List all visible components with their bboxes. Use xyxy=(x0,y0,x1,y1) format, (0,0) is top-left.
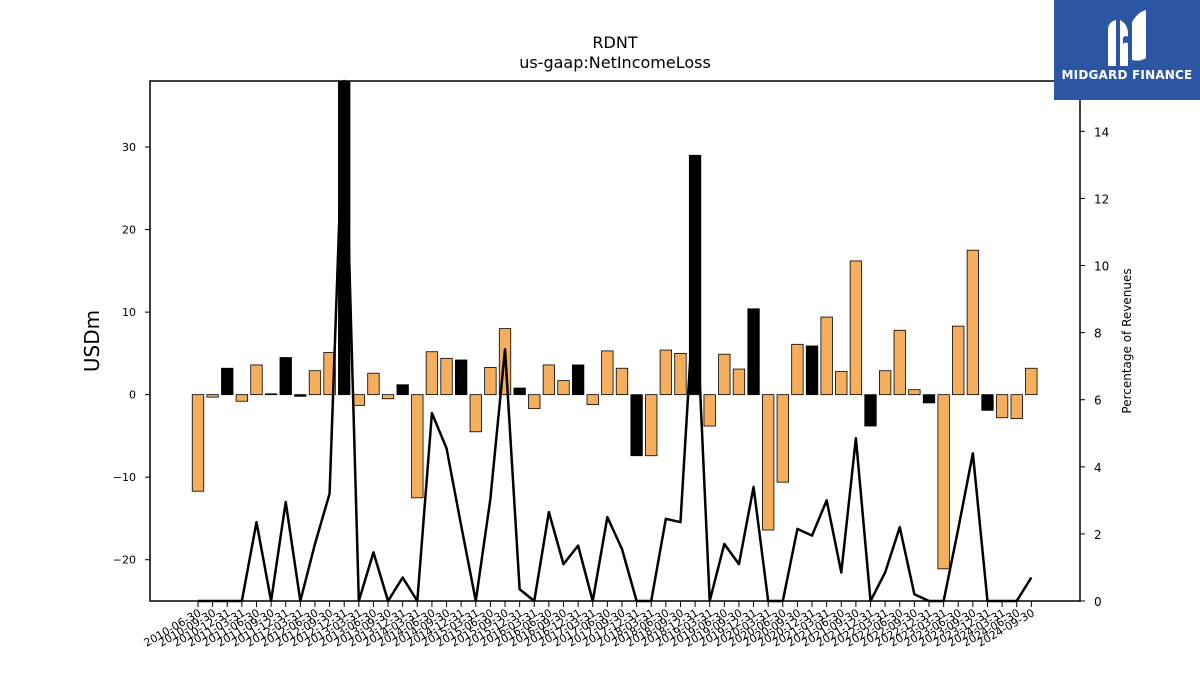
bar-2016-09-30 xyxy=(557,380,570,396)
bar-2017-06-30 xyxy=(601,350,614,396)
bar-2014-03-31 xyxy=(411,394,424,499)
bar-2023-06-30 xyxy=(952,325,965,396)
bar-2016-06-30 xyxy=(542,364,556,396)
line-series xyxy=(198,79,1033,603)
bar-2018-06-30 xyxy=(659,349,672,396)
bar-2021-09-30 xyxy=(849,260,863,396)
y2-tick-label: 2 xyxy=(1094,528,1102,542)
bar-2022-09-30 xyxy=(908,389,921,396)
y-tick-label: 30 xyxy=(122,141,136,154)
bar-2011-09-30 xyxy=(264,393,278,396)
y-tick-label: −20 xyxy=(113,554,136,567)
bar-2016-12-31 xyxy=(571,364,585,396)
bar-2020-03-31 xyxy=(762,394,775,531)
bar-2010-09-30 xyxy=(206,394,219,398)
bar-2012-09-30 xyxy=(323,352,336,396)
bar-2011-03-31 xyxy=(235,394,249,402)
x-axis-ticks: 2010-06-302010-09-302010-12-312011-03-31… xyxy=(142,601,1037,650)
y2-tick-label: 0 xyxy=(1094,595,1102,609)
bar-2012-06-30 xyxy=(308,370,322,396)
bar-2014-06-30 xyxy=(425,351,439,396)
bar-2011-12-31 xyxy=(279,357,292,396)
bar-2019-09-30 xyxy=(732,368,746,396)
bar-2015-12-31 xyxy=(513,387,526,396)
percentage-line xyxy=(198,79,1033,603)
bar-2020-12-31 xyxy=(805,345,819,396)
bar-2018-03-31 xyxy=(645,394,658,457)
bar-2012-03-31 xyxy=(294,394,307,397)
bar-2023-09-30 xyxy=(966,249,980,396)
y2-tick-label: 10 xyxy=(1094,260,1109,274)
bar-2018-09-30 xyxy=(674,352,687,396)
y2-tick-label: 14 xyxy=(1094,125,1109,139)
bar-2015-03-31 xyxy=(469,394,482,433)
bar-series xyxy=(191,80,1038,570)
bar-2013-06-30 xyxy=(367,372,380,396)
bar-2022-03-31 xyxy=(878,370,892,396)
plot-frame xyxy=(149,80,1081,602)
bar-2022-12-31 xyxy=(922,394,936,404)
bar-2024-06-30 xyxy=(1010,394,1023,419)
bar-2018-12-31 xyxy=(688,154,702,396)
bar-2021-12-31 xyxy=(864,394,877,427)
right-axis-ticks: 0 2 4 6 8 10 12 14 xyxy=(1080,125,1109,609)
logo-text: MIDGARD FINANCE xyxy=(1061,68,1193,82)
bar-2017-12-31 xyxy=(630,394,643,457)
bar-2017-03-31 xyxy=(586,394,599,405)
chart-title: RDNT xyxy=(592,33,637,52)
y2-tick-label: 12 xyxy=(1094,192,1109,206)
bar-2023-03-31 xyxy=(937,394,950,570)
bar-2010-12-31 xyxy=(221,367,234,396)
y-tick-label: 10 xyxy=(122,306,136,319)
y2-axis-label: Percentage of Revenues xyxy=(1120,268,1134,413)
bar-2014-12-31 xyxy=(455,359,468,396)
left-axis-ticks: −20 −10 0 10 20 30 xyxy=(113,141,150,567)
y2-tick-label: 4 xyxy=(1094,461,1102,475)
bar-2024-03-31 xyxy=(995,394,1009,419)
bar-2011-06-30 xyxy=(250,364,263,396)
y-tick-label: −10 xyxy=(113,471,136,484)
bar-2020-09-30 xyxy=(791,343,804,396)
bar-2013-03-31 xyxy=(352,394,365,406)
bar-2013-09-30 xyxy=(381,394,395,400)
y-axis-label: USDm xyxy=(80,310,104,372)
brand-logo: MIDGARD FINANCE xyxy=(1054,0,1200,100)
y-tick-label: 0 xyxy=(129,389,136,402)
bar-2023-12-31 xyxy=(981,394,994,411)
chart-subtitle: us-gaap:NetIncomeLoss xyxy=(519,53,711,72)
bar-2013-12-31 xyxy=(396,384,409,396)
bar-2019-06-30 xyxy=(718,353,731,396)
bar-2024-09-30 xyxy=(1025,367,1038,396)
bar-2022-06-30 xyxy=(893,329,906,396)
bar-2017-09-30 xyxy=(615,367,629,396)
bar-2020-06-30 xyxy=(776,394,789,483)
bar-2014-09-30 xyxy=(440,357,453,396)
y2-tick-label: 8 xyxy=(1094,327,1102,341)
bar-2010-06-30 xyxy=(191,394,205,492)
bar-2016-03-31 xyxy=(528,394,541,410)
y2-tick-label: 6 xyxy=(1094,394,1102,408)
y-tick-label: 20 xyxy=(122,224,136,237)
bar-2019-03-31 xyxy=(703,394,716,427)
bar-2021-03-31 xyxy=(820,316,833,396)
bar-2021-06-30 xyxy=(835,371,848,396)
bar-2019-12-31 xyxy=(747,308,760,396)
bar-2015-06-30 xyxy=(484,367,497,396)
logo-mark-icon xyxy=(1108,10,1146,66)
